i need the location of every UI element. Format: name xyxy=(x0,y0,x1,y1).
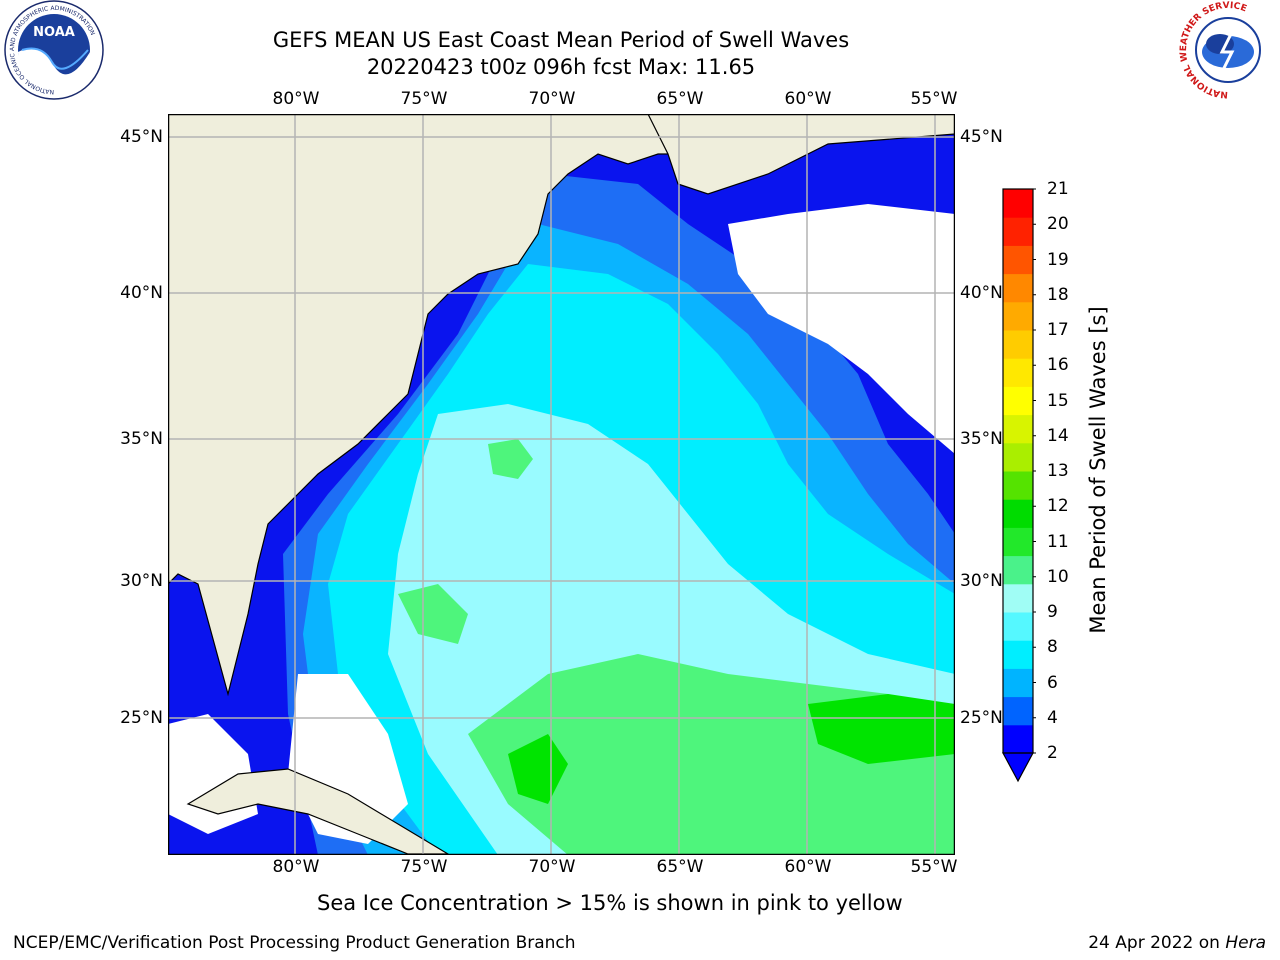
colorbar-tick-label: 15 xyxy=(1047,390,1069,411)
colorbar-tick-label: 19 xyxy=(1047,249,1069,270)
bright-green-patch xyxy=(808,694,955,764)
green-patch-north xyxy=(488,439,533,479)
colorbar-tick-label: 2 xyxy=(1047,743,1058,763)
lon-tick-bottom: 60°W xyxy=(784,857,832,877)
lon-tick-top: 80°W xyxy=(272,89,320,109)
colorbar-extend-triangle xyxy=(1001,752,1035,783)
colorbar-tick-label: 17 xyxy=(1047,320,1069,340)
chart-subtitle: 20220423 t00z 096h fcst Max: 11.65 xyxy=(366,55,756,79)
colorbar-segment xyxy=(1003,471,1033,500)
lat-tick-right: 45°N xyxy=(960,127,1003,147)
colorbar-segment xyxy=(1003,358,1033,387)
lon-tick-bottom: 65°W xyxy=(656,857,704,877)
colorbar-tick-label: 4 xyxy=(1047,707,1058,728)
colorbar-tick-label: 21 xyxy=(1047,179,1069,199)
lon-tick-top: 60°W xyxy=(784,89,832,109)
colorbar xyxy=(1001,188,1036,783)
colorbar-segment xyxy=(1003,442,1033,472)
colorbar-tick-label: 18 xyxy=(1047,284,1069,305)
noaa-logo: NATIONAL OCEANIC AND ATMOSPHERIC ADMINIS… xyxy=(4,0,104,100)
footer-machine: Hera xyxy=(1225,933,1266,953)
colorbar-segment xyxy=(1003,527,1033,557)
green-patch-west xyxy=(398,584,468,644)
lon-tick-bottom: 80°W xyxy=(272,857,320,877)
colorbar-tick-label: 11 xyxy=(1047,531,1069,552)
lon-tick-top: 75°W xyxy=(400,89,448,109)
colorbar-segment xyxy=(1003,555,1033,585)
colorbar-segment xyxy=(1003,724,1033,754)
lon-tick-top: 65°W xyxy=(656,89,704,109)
graticule xyxy=(168,114,955,855)
nws-logo: NATIONAL WEATHER SERVICE xyxy=(1179,1,1277,99)
lat-tick-right: 25°N xyxy=(960,708,1003,728)
colorbar-tick-label: 14 xyxy=(1047,425,1069,446)
lat-tick-left: 35°N xyxy=(120,429,163,449)
colorbar-tick-label: 13 xyxy=(1047,461,1069,481)
colorbar-segment xyxy=(1003,499,1033,528)
colorbar-tick-label: 12 xyxy=(1047,496,1069,517)
colorbar-segment xyxy=(1003,273,1033,303)
lon-tick-bottom: 75°W xyxy=(400,857,448,877)
lat-tick-left: 45°N xyxy=(120,127,163,147)
colorbar-segment xyxy=(1003,640,1033,669)
noaa-logo-text: NOAA xyxy=(33,25,75,40)
sea-ice-note: Sea Ice Concentration > 15% is shown in … xyxy=(317,891,903,915)
footer-credit: NCEP/EMC/Verification Post Processing Pr… xyxy=(13,933,576,953)
lon-tick-bottom: 70°W xyxy=(528,857,576,877)
colorbar-segment xyxy=(1003,189,1033,218)
colorbar-segment xyxy=(1003,583,1033,613)
colorbar-segment xyxy=(1003,668,1033,698)
colorbar-tick-label: 16 xyxy=(1047,355,1069,376)
colorbar-segment xyxy=(1003,696,1033,726)
colorbar-segment xyxy=(1003,612,1033,641)
colorbar-segment xyxy=(1003,414,1033,444)
lat-tick-left: 25°N xyxy=(120,708,163,728)
colorbar-tick-label: 6 xyxy=(1047,672,1058,693)
colorbar-tick-label: 20 xyxy=(1047,214,1069,235)
lat-tick-right: 35°N xyxy=(960,429,1003,449)
land-canada xyxy=(647,114,955,195)
colorbar-label: Mean Period of Swell Waves [s] xyxy=(1086,306,1110,634)
colorbar-segment xyxy=(1003,245,1033,275)
lat-tick-left: 30°N xyxy=(120,571,163,591)
nodata-region-northeast xyxy=(728,204,955,454)
colorbar-tick-label: 8 xyxy=(1047,637,1058,658)
colorbar-tick-label: 10 xyxy=(1047,566,1069,587)
colorbar-segment xyxy=(1003,217,1033,246)
footer-date: 24 Apr 2022 on Hera xyxy=(1088,933,1266,953)
lon-tick-bottom: 55°W xyxy=(910,857,958,877)
lat-tick-right: 40°N xyxy=(960,283,1003,303)
lon-tick-top: 55°W xyxy=(910,89,958,109)
lon-tick-top: 70°W xyxy=(528,89,576,109)
colorbar-segment xyxy=(1003,301,1033,331)
colorbar-tick-label: 9 xyxy=(1047,602,1058,622)
footer-date-text: 24 Apr 2022 on xyxy=(1088,933,1226,953)
colorbar-segment xyxy=(1003,386,1033,416)
swell-period-map xyxy=(168,114,955,855)
lat-tick-left: 40°N xyxy=(120,283,163,303)
colorbar-segment xyxy=(1003,330,1033,359)
bright-green-patch-south xyxy=(508,734,568,804)
chart-title: GEFS MEAN US East Coast Mean Period of S… xyxy=(272,28,850,52)
lat-tick-right: 30°N xyxy=(960,571,1003,591)
